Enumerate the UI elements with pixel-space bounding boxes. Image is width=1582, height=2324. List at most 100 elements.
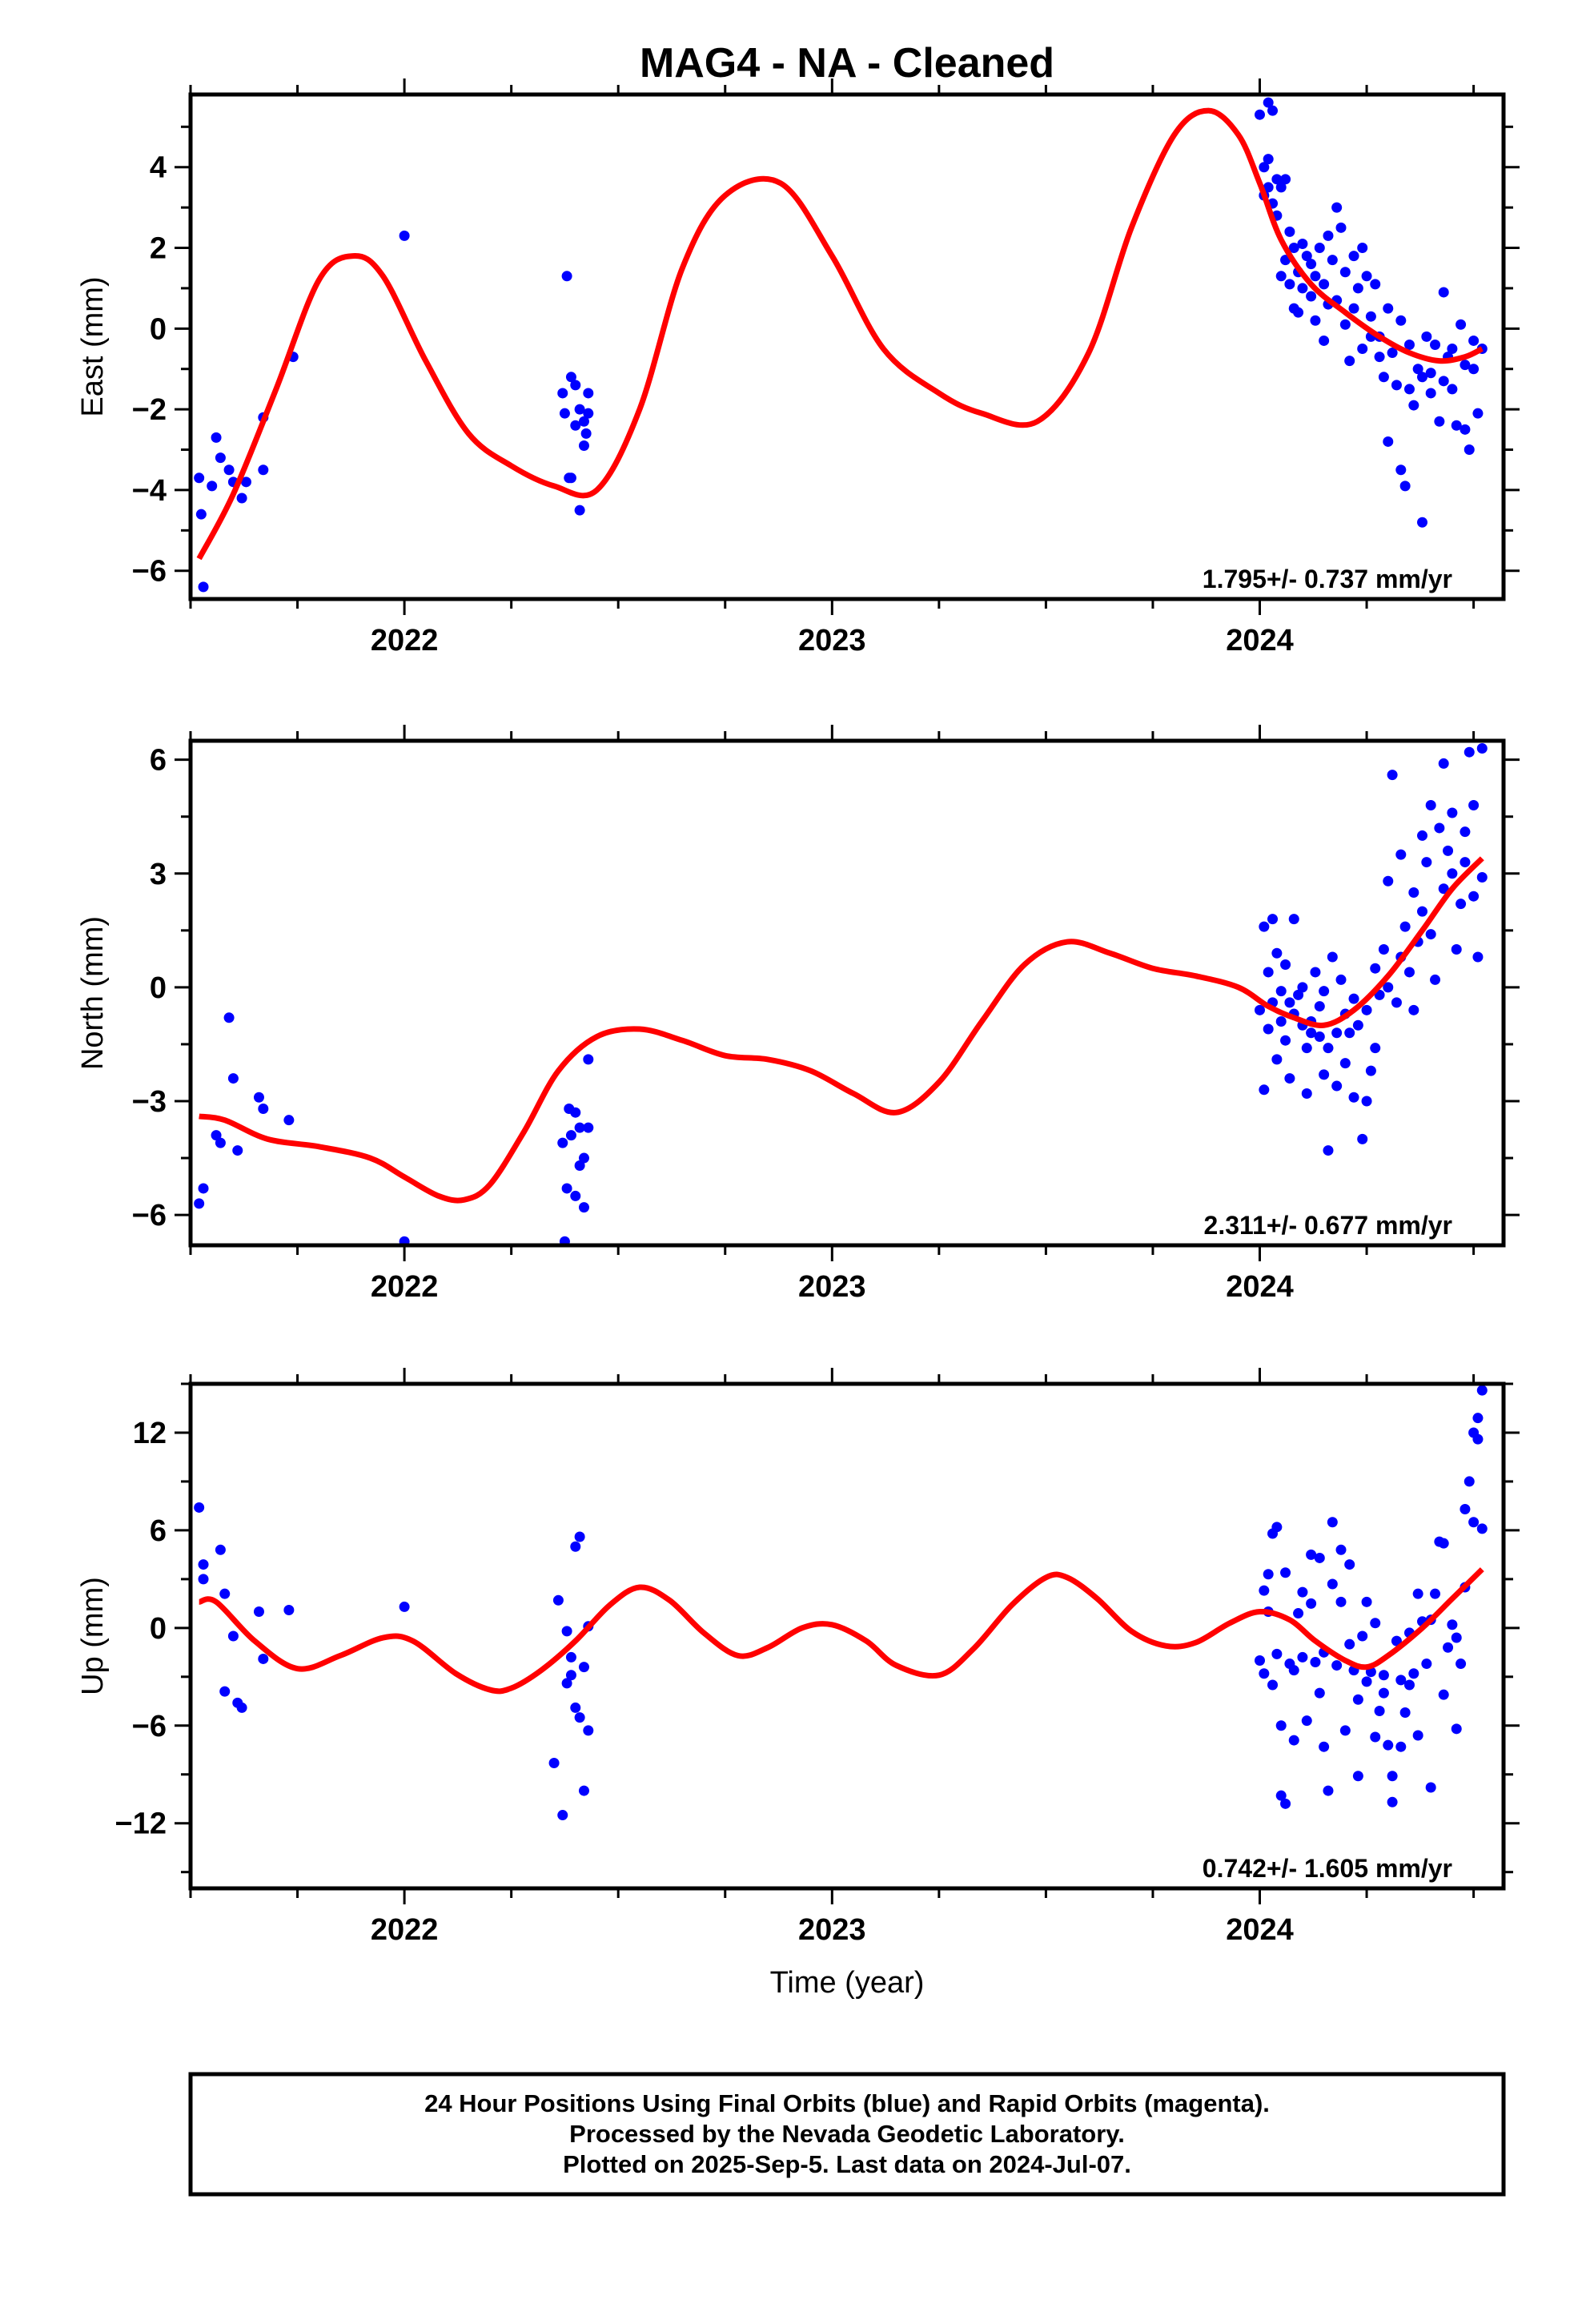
east-rate-label: 1.795+/- 0.737 mm/yr [1203,565,1452,593]
up-rate-label: 0.742+/- 1.605 mm/yr [1203,1854,1452,1883]
up-data-point [194,1502,205,1513]
east-data-point [1263,97,1274,108]
north-data-point [1352,1019,1363,1031]
up-data-point [1387,1796,1398,1807]
north-data-point [574,1122,585,1133]
north-data-point [1468,891,1480,902]
up-data-point [1259,1585,1270,1596]
up-data-point [574,1712,585,1723]
east-data-point [1408,400,1419,411]
north-data-point [1361,1004,1372,1015]
north-y-tick-label: −3 [132,1085,167,1119]
up-data-point [1280,1798,1291,1809]
north-data-point [1456,899,1467,910]
north-data-point [1378,944,1389,955]
north-data-point [565,1130,576,1141]
north-data-point [1259,921,1270,932]
east-data-point [1339,319,1351,330]
up-data-point [1297,1586,1308,1598]
east-model-curve [196,107,1484,561]
north-data-point [1468,800,1480,811]
north-data-point [1310,967,1321,978]
east-data-point [1417,517,1428,528]
up-data-point [283,1604,295,1615]
north-data-point [1391,997,1402,1008]
north-data-point [1399,921,1411,932]
up-data-point [1395,1675,1407,1686]
up-data-point [1374,1705,1385,1716]
north-data-point [1443,845,1454,856]
north-data-point [1319,1069,1330,1080]
north-x-tick-label: 2024 [1226,1270,1294,1304]
east-data-point [1306,291,1317,302]
east-data-point [1301,251,1312,262]
up-data-point [1310,1657,1321,1668]
north-data-point [1271,947,1283,959]
up-data-point [561,1626,572,1637]
footer-line-3: Plotted on 2025-Sep-5. Last data on 2024… [563,2150,1131,2178]
up-data-point [1331,1660,1343,1671]
east-data-point [1275,271,1287,282]
east-data-point [1314,243,1325,254]
north-data-point [1438,883,1449,895]
up-data-point [1412,1588,1423,1599]
up-data-point [219,1686,231,1697]
east-data-point [1472,408,1484,419]
east-data-point [1288,243,1299,254]
up-data-point [570,1702,581,1713]
east-data-point [1344,356,1355,367]
east-data-point [1412,364,1423,375]
north-data-point [583,1122,594,1133]
east-data-point [1395,315,1407,326]
east-data-point [1468,335,1480,346]
up-data-point [574,1531,585,1542]
east-data-point [1297,238,1308,249]
up-data-point [1476,1385,1488,1396]
east-y-axis-label: East (mm) [76,276,110,416]
east-data-point [583,388,594,399]
up-data-point [1323,1785,1334,1796]
east-data-point [1370,279,1381,290]
east-y-tick-label: 0 [150,312,167,346]
east-data-point [1284,226,1295,237]
up-data-point [1327,1517,1338,1528]
north-data-point [1438,758,1449,769]
up-data-point [1361,1596,1372,1607]
up-data-point [1339,1725,1351,1736]
east-data-point [1306,259,1317,270]
up-data-point [1443,1642,1454,1653]
north-data-point [1301,1043,1312,1054]
north-data-point [1275,1016,1287,1027]
x-axis-label: Time (year) [770,1966,925,2000]
north-data-point [583,1054,594,1065]
east-data-point [1339,267,1351,278]
east-data-point [1275,182,1287,193]
east-data-point [1387,348,1398,359]
up-data-point [1335,1596,1347,1607]
east-data-point [198,581,209,593]
up-data-point [1468,1517,1480,1528]
north-data-point [1348,993,1359,1004]
up-data-point [565,1651,576,1663]
east-data-point [223,464,235,476]
north-data-point [1344,1027,1355,1039]
east-data-point [1327,255,1338,266]
east-data-point [570,420,581,431]
up-y-axis-label: Up (mm) [76,1577,110,1695]
north-data-point [399,1236,410,1245]
north-data-point [1339,1058,1351,1069]
north-data-point [1348,1092,1359,1103]
north-data-point [283,1115,295,1126]
north-data-point [1434,822,1445,834]
up-data-point [1476,1523,1488,1534]
north-data-point [574,1160,585,1172]
up-data-point [1395,1741,1407,1752]
north-data-point [1357,1133,1368,1144]
up-data-point [1297,1651,1308,1663]
north-data-point [1284,997,1295,1008]
north-data-point [1284,1073,1295,1084]
north-data-point [1417,830,1428,841]
east-data-point [561,271,572,282]
east-data-point [1293,307,1304,318]
north-data-point [1464,746,1475,758]
